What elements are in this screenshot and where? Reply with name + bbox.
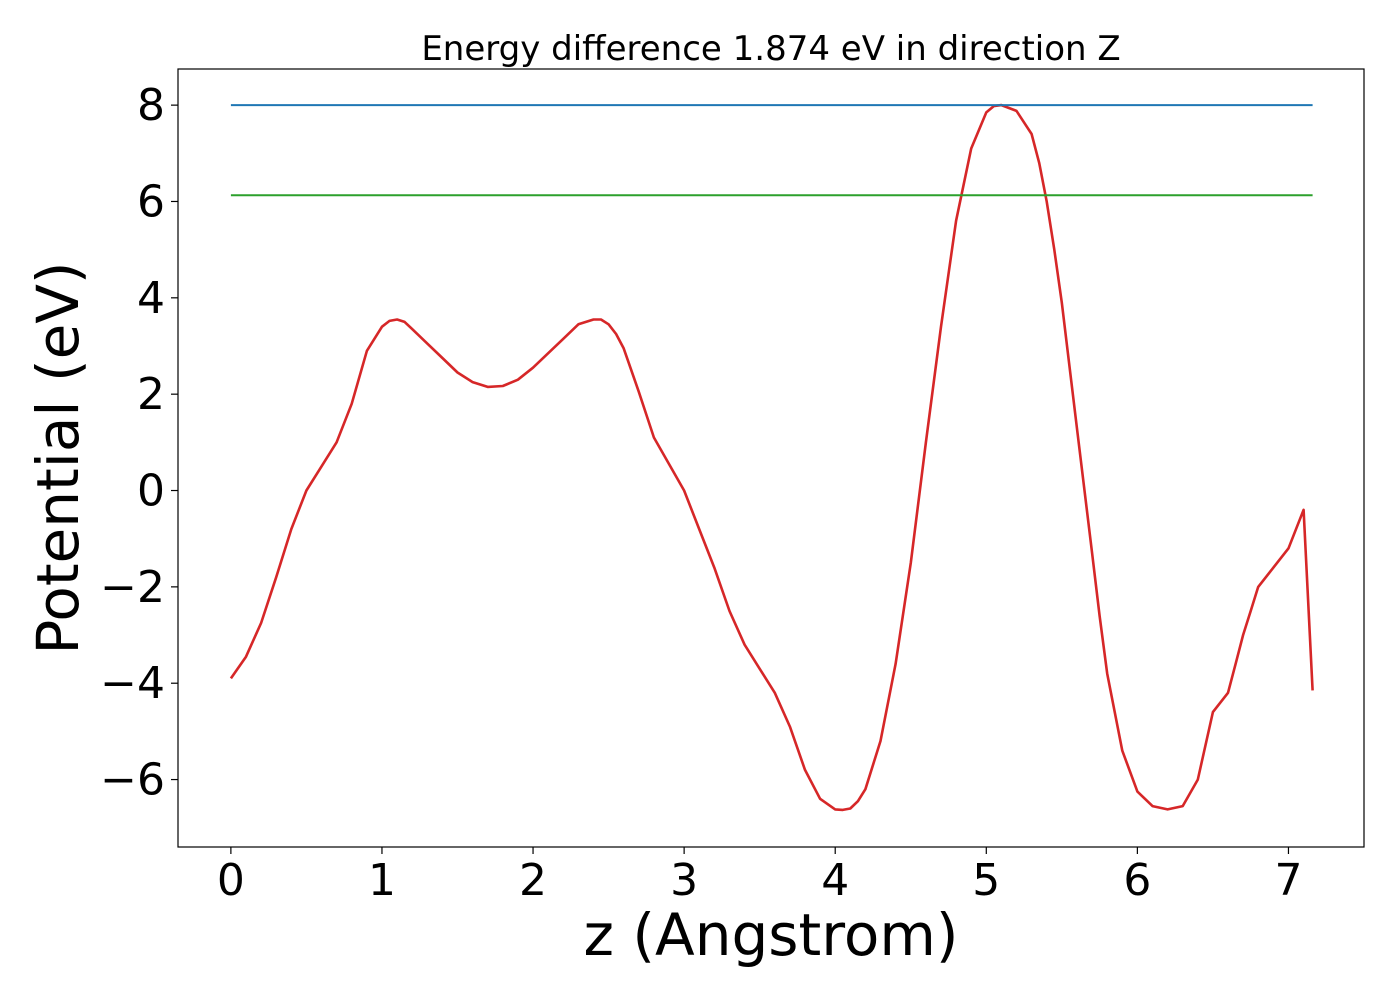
x-tick-label: 7 [1274,855,1302,906]
plot-frame [177,68,1365,848]
x-axis: 0 1 2 3 4 5 6 7 [217,847,1302,906]
x-tick-label: 0 [217,855,245,906]
x-axis-label: z (Angstrom) [584,901,959,969]
y-tick-label: −6 [100,755,165,806]
x-tick-label: 3 [670,855,698,906]
potential-line [229,103,1314,812]
x-tick-label: 5 [972,855,1000,906]
x-tick-label: 6 [1123,855,1151,906]
series-layer [229,103,1314,812]
y-tick-label: 6 [137,176,165,227]
x-tick-label: 4 [821,855,849,906]
y-tick-label: −4 [100,658,165,709]
y-tick-label: −2 [100,562,165,613]
x-tick-label: 2 [519,855,547,906]
y-tick-label: 4 [137,273,165,324]
chart-title: Energy difference 1.874 eV in direction … [421,29,1120,69]
y-tick-label: 2 [137,369,165,420]
y-tick-label: 0 [137,466,165,517]
y-axis-label: Potential (eV) [24,261,92,654]
y-axis: −6 −4 −2 0 2 4 6 8 [100,80,178,806]
x-tick-label: 1 [368,855,396,906]
y-tick-label: 8 [137,80,165,131]
